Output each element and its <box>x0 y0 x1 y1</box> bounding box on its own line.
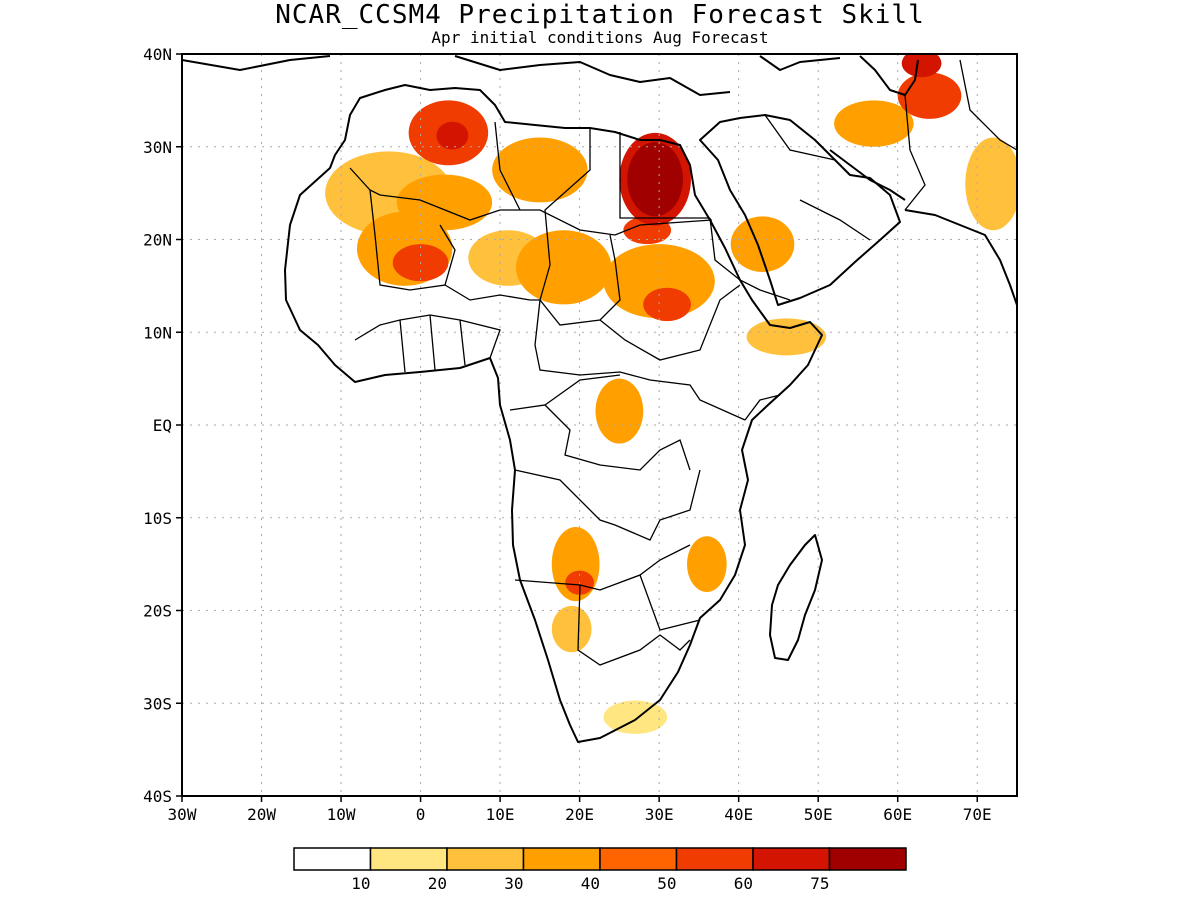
y-tick-label: 20S <box>143 602 172 621</box>
skill-region <box>686 536 727 592</box>
legend-swatch <box>752 847 831 871</box>
legend-swatch <box>522 847 601 871</box>
map-subtitle: Apr initial conditions Aug Forecast <box>431 28 769 47</box>
skill-region <box>901 54 942 78</box>
legend-swatch <box>293 847 372 871</box>
skill-region <box>492 137 588 203</box>
legend-label: 20 <box>428 874 447 893</box>
skill-region <box>965 137 1017 231</box>
x-tick-label: 50E <box>804 805 833 824</box>
arabia-coastline <box>699 114 901 306</box>
color-legend: 10 20 30 40 50 60 75 <box>293 847 907 893</box>
legend-swatch <box>675 847 754 871</box>
skill-region <box>603 700 668 734</box>
x-tick-label: 30E <box>645 805 674 824</box>
y-tick-label: EQ <box>153 416 172 435</box>
legend-swatch <box>446 847 525 871</box>
skill-region <box>551 605 592 653</box>
map-title: NCAR_CCSM4 Precipitation Forecast Skill <box>275 0 925 30</box>
skill-region <box>643 287 691 322</box>
skill-region <box>627 142 684 217</box>
africa-coastline <box>284 84 823 743</box>
persian-gulf-coastline <box>829 149 906 201</box>
skill-region <box>595 378 644 444</box>
india-coastline <box>904 209 1017 306</box>
legend-swatch <box>599 847 678 871</box>
skill-region <box>834 100 914 147</box>
x-tick-label: 10E <box>486 805 515 824</box>
legend-label: 60 <box>734 874 753 893</box>
y-tick-label: 30N <box>143 138 172 157</box>
x-tick-label: 20E <box>565 805 594 824</box>
coastlines <box>182 55 1017 743</box>
legend-swatch <box>828 847 907 871</box>
legend-swatch <box>369 847 448 871</box>
legend-label: 30 <box>504 874 523 893</box>
skill-region <box>516 230 612 305</box>
skill-shading-layer <box>325 54 1017 734</box>
x-tick-label: 40E <box>724 805 753 824</box>
skill-region <box>897 72 962 119</box>
x-tick-label: 10W <box>327 805 356 824</box>
y-tick-label: 30S <box>143 694 172 713</box>
skill-region <box>730 216 795 272</box>
legend-label: 10 <box>351 874 370 893</box>
y-tick-label: 40N <box>143 45 172 64</box>
caspian-coastline <box>859 55 919 96</box>
country-borders <box>349 59 1017 666</box>
madagascar-coastline <box>769 534 823 661</box>
x-tick-label: 30W <box>168 805 197 824</box>
legend-label: 40 <box>581 874 600 893</box>
y-tick-label: 10S <box>143 509 172 528</box>
y-tick-label: 40S <box>143 787 172 806</box>
y-tick-label: 20N <box>143 231 172 250</box>
y-tick-label: 10N <box>143 323 172 342</box>
legend-label: 50 <box>657 874 676 893</box>
gridlines <box>182 54 1017 796</box>
skill-region <box>436 121 469 150</box>
skill-region <box>746 318 827 356</box>
europe-coastline <box>182 55 841 96</box>
x-tick-label: 60E <box>883 805 912 824</box>
legend-label: 75 <box>810 874 829 893</box>
x-tick-label: 0 <box>416 805 426 824</box>
x-tick-label: 20W <box>247 805 276 824</box>
x-tick-label: 70E <box>963 805 992 824</box>
